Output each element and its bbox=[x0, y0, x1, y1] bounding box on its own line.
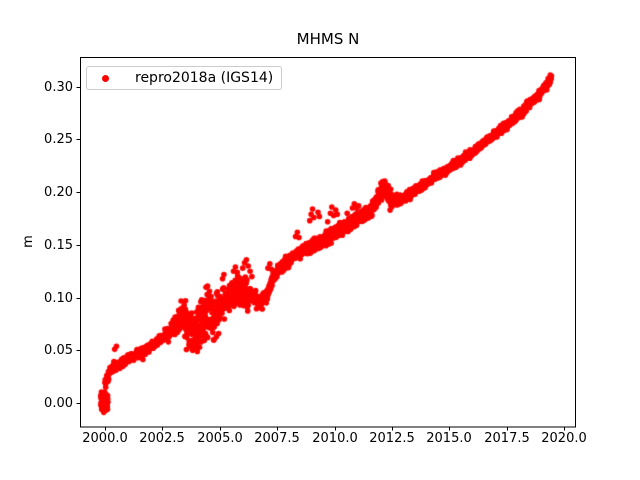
legend: repro2018a (IGS14) bbox=[86, 66, 282, 90]
x-tick-label: 2000.0 bbox=[82, 431, 128, 446]
plot-frame bbox=[80, 57, 576, 428]
x-tick-label: 2017.5 bbox=[484, 431, 530, 446]
y-tick-label: 0.10 bbox=[44, 291, 73, 306]
y-tick-label: 0.05 bbox=[44, 343, 73, 358]
x-axis-ticks: 2000.0 2002.5 2005.0 2007.5 2010.0 2012.5 2015… bbox=[82, 427, 587, 446]
x-tick-label: 2002.5 bbox=[139, 431, 185, 446]
y-tick-label: 0.15 bbox=[44, 238, 73, 253]
legend-entry-label: repro2018a (IGS14) bbox=[135, 70, 274, 86]
x-tick-label: 2007.5 bbox=[254, 431, 300, 446]
x-tick-label: 2015.0 bbox=[426, 431, 472, 446]
y-tick-label: 0.00 bbox=[44, 396, 73, 411]
x-tick-label: 2020.0 bbox=[541, 431, 587, 446]
legend-marker-dot-icon bbox=[102, 74, 109, 82]
y-axis-label: m bbox=[20, 235, 36, 248]
y-axis-ticks: 0.00 0.05 0.10 0.15 0.20 0.25 0.30 bbox=[44, 80, 80, 411]
y-tick-label: 0.25 bbox=[44, 132, 73, 147]
x-tick-label: 2005.0 bbox=[197, 431, 243, 446]
x-tick-label: 2010.0 bbox=[312, 431, 358, 446]
plot-title: MHMS N bbox=[296, 30, 360, 48]
x-tick-label: 2012.5 bbox=[369, 431, 415, 446]
y-tick-label: 0.20 bbox=[44, 185, 73, 200]
y-tick-label: 0.30 bbox=[44, 80, 73, 95]
